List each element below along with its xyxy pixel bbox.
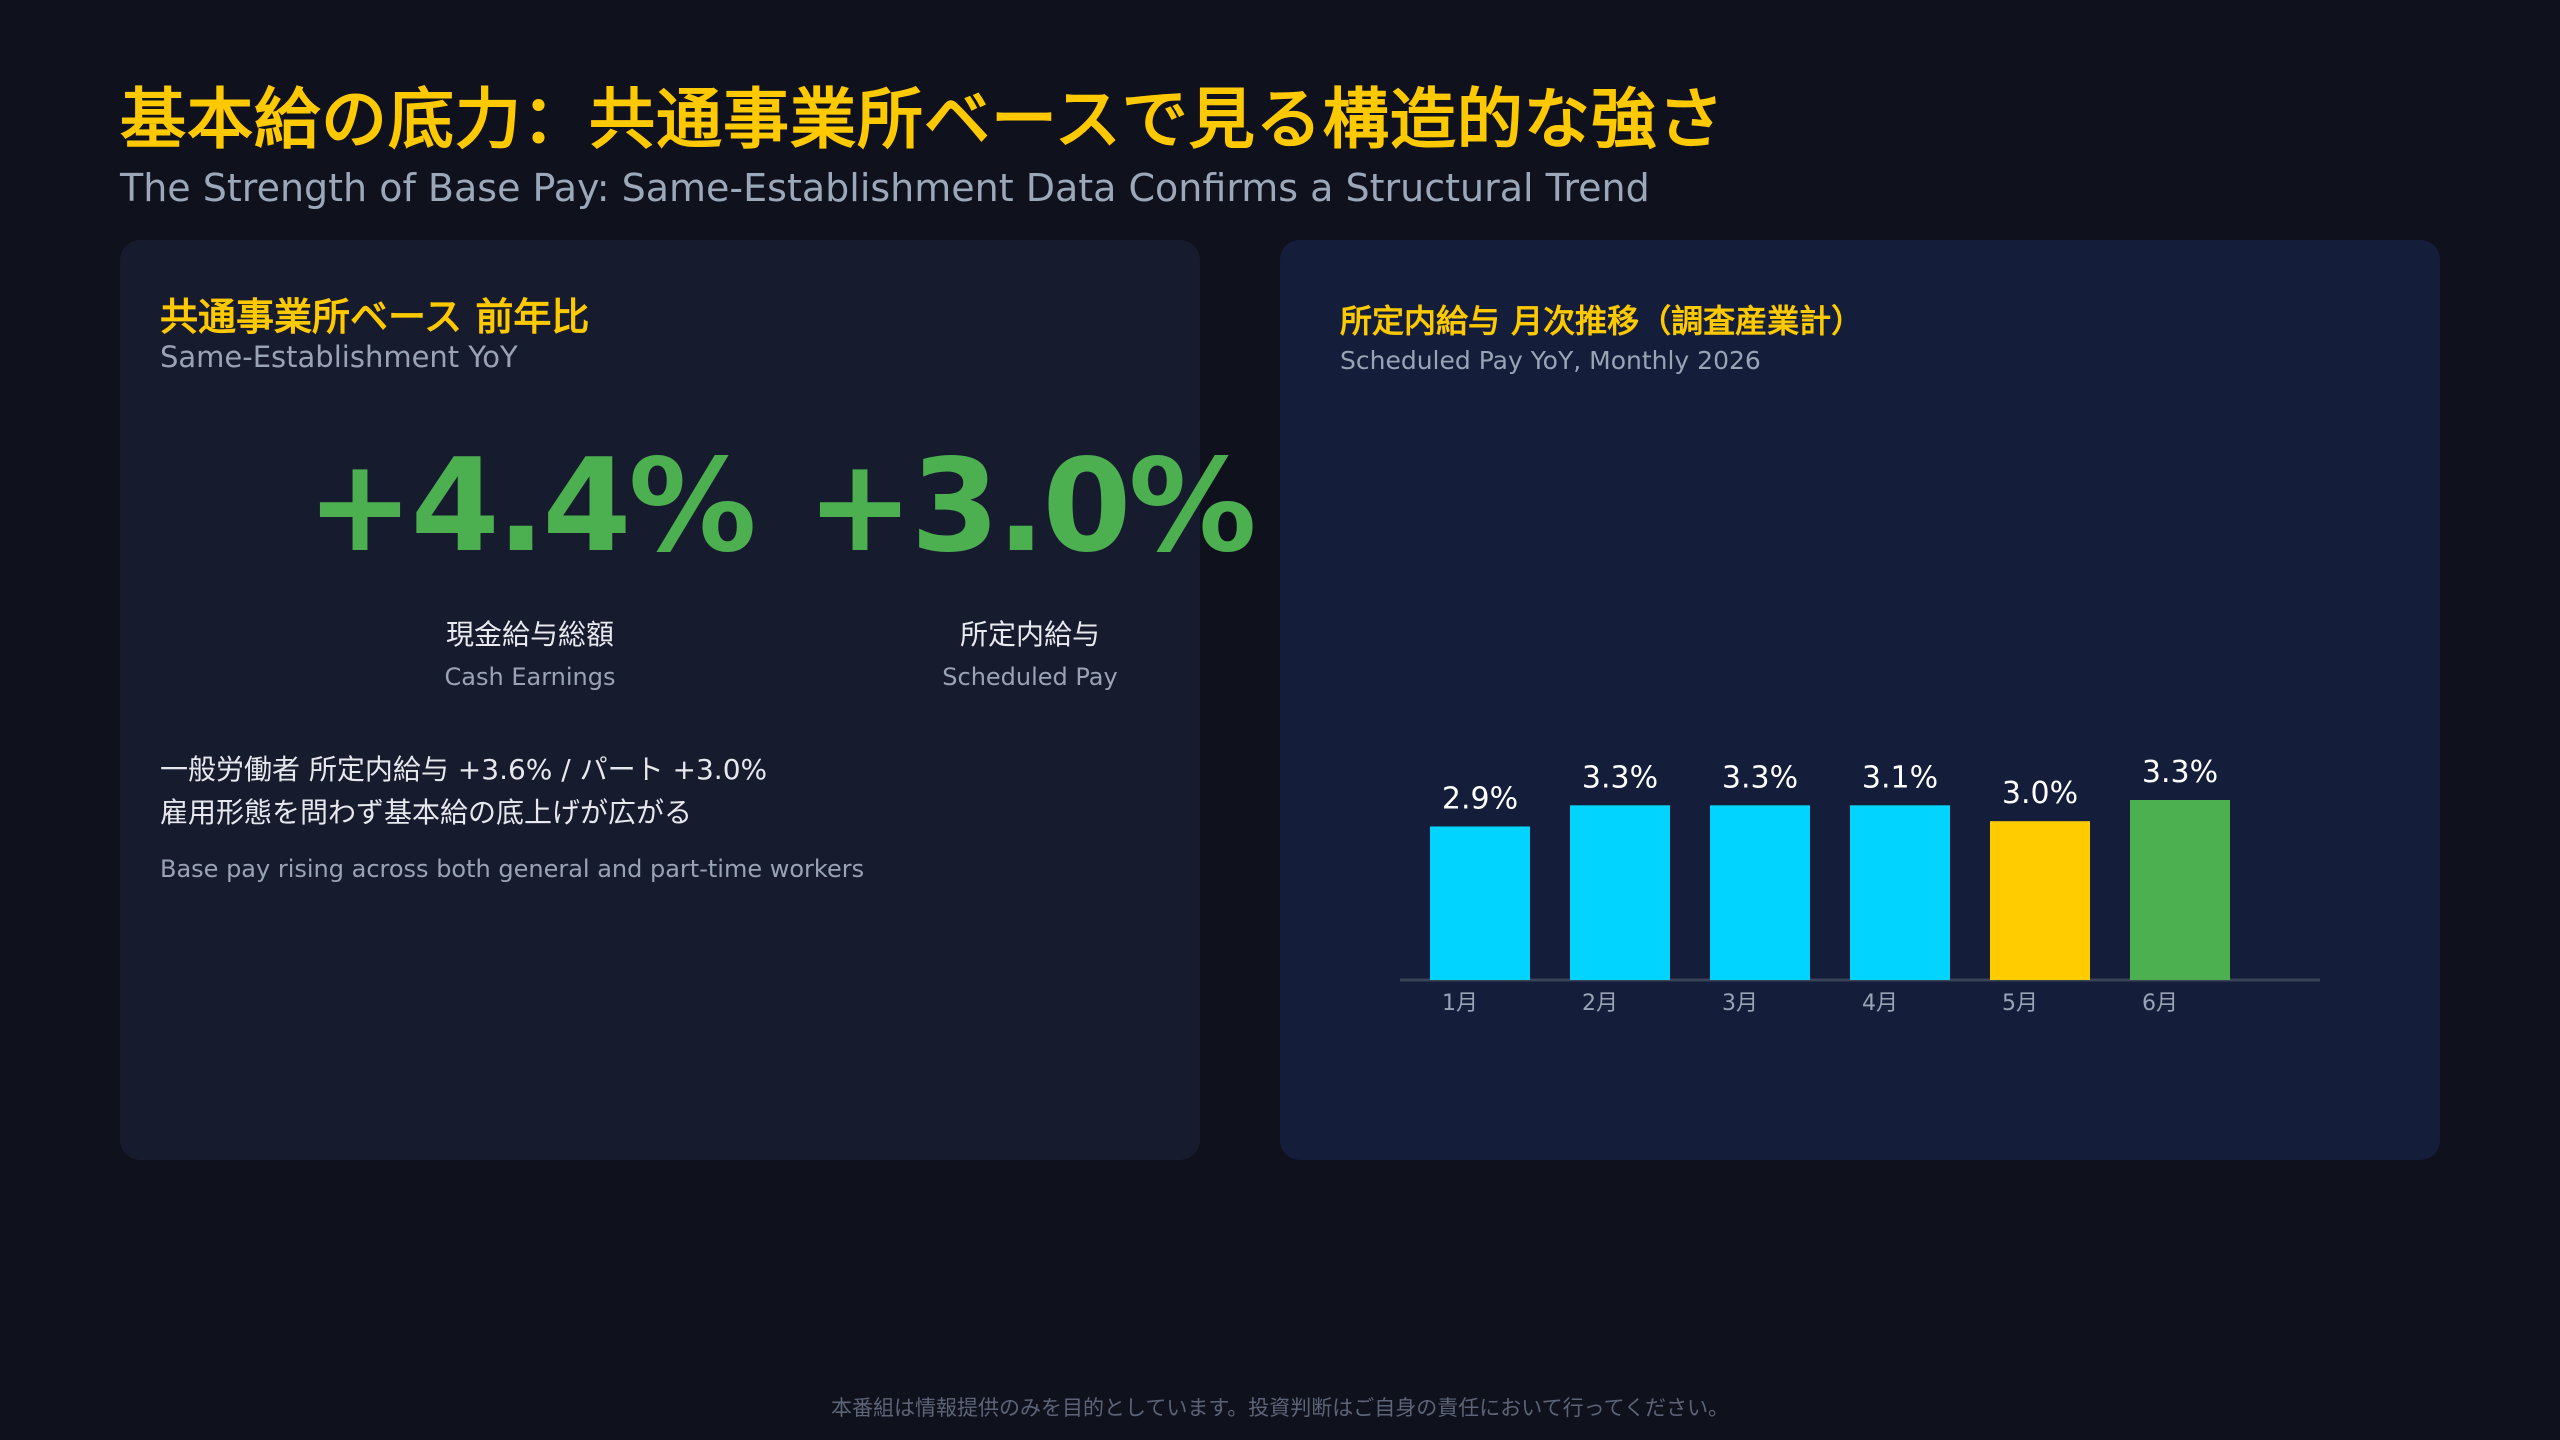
metrics-panel-subtitle: Same-Establishment YoY <box>160 340 518 374</box>
chart-subtitle: Scheduled Pay YoY, Monthly 2026 <box>1340 346 1761 375</box>
bar-value-label: 3.3% <box>2142 755 2218 790</box>
metric-label: 現金給与総額 <box>445 618 614 651</box>
bar-value-label: 3.0% <box>2002 776 2078 811</box>
bar-6 <box>2130 800 2230 980</box>
bar-3 <box>1710 805 1810 980</box>
x-tick-label: 4月 <box>1862 991 1898 1016</box>
bar-value-label: 3.1% <box>1862 760 1938 795</box>
bar-value-label: 3.3% <box>1722 760 1798 795</box>
page-title: 基本給の底力：共通事業所ベースで見る構造的な強さ <box>120 81 1725 158</box>
metric-label: 所定内給与 <box>959 618 1100 651</box>
x-tick-label: 5月 <box>2002 991 2038 1016</box>
x-tick-label: 3月 <box>1722 991 1758 1016</box>
bar-1 <box>1430 826 1530 980</box>
disclaimer: 本番組は情報提供のみを目的としています。投資判断はご自身の責任において行ってくだ… <box>831 1396 1729 1420</box>
x-tick-label: 6月 <box>2142 991 2178 1016</box>
x-tick-label: 1月 <box>1442 991 1478 1016</box>
bar-chart: 2.9% 1月 3.3% 2月 3.3% 3月 3.1% 4月 3.0% 5月 3.3% 6月 <box>1400 755 2320 1016</box>
bar-2 <box>1570 805 1670 980</box>
metric-scheduled-pay: +3.0% 所定内給与 Scheduled Pay <box>780 432 1280 692</box>
metric-label-en: Cash Earnings <box>444 663 616 691</box>
bar-value-label: 2.9% <box>1442 781 1518 816</box>
metrics-panel: 共通事業所ベース 前年比 Same-Establishment YoY +4.4… <box>120 240 1257 1160</box>
metric-cash-earnings: +4.4% 現金給与総額 Cash Earnings <box>280 432 780 692</box>
metrics-panel-title: 共通事業所ベース 前年比 <box>160 295 590 339</box>
x-tick-label: 2月 <box>1582 991 1618 1016</box>
metric-value: +3.0% <box>806 432 1256 581</box>
page-subtitle: The Strength of Base Pay: Same-Establish… <box>120 166 1650 210</box>
note-line-2: 雇用形態を問わず基本給の底上げが広がる <box>160 796 693 829</box>
chart-title: 所定内給与 月次推移（調査産業計） <box>1340 302 1864 340</box>
metric-value: +4.4% <box>306 432 756 581</box>
bar-4 <box>1850 805 1950 980</box>
bar-value-label: 3.3% <box>1582 760 1658 795</box>
bar-5 <box>1990 821 2090 980</box>
note-line-1: 一般労働者 所定内給与 +3.6% / パート +3.0% <box>160 753 768 786</box>
note-english: Base pay rising across both general and … <box>160 855 865 883</box>
chart-panel: 所定内給与 月次推移（調査産業計） Scheduled Pay YoY, Mon… <box>1280 240 2440 1160</box>
metric-label-en: Scheduled Pay <box>942 663 1118 691</box>
